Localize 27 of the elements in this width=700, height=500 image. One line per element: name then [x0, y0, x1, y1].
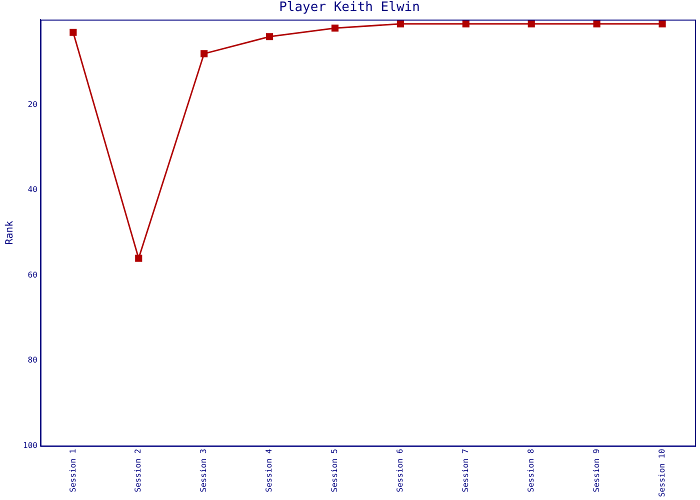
- x-tick-label: Session 1: [68, 448, 78, 492]
- y-tick-label: 80: [28, 356, 38, 365]
- point: [658, 20, 666, 28]
- x-tick-label: Session 5: [330, 448, 340, 492]
- point: [528, 20, 535, 28]
- point: [331, 24, 339, 32]
- chart-title: Player Keith Elwin: [279, 0, 420, 16]
- x-tick-label: Session 3: [199, 448, 208, 492]
- point: [396, 20, 404, 28]
- point: [593, 20, 600, 28]
- y-tick-label: 100: [22, 440, 38, 450]
- y-tick-label: 60: [28, 270, 38, 280]
- x-tick-label: Session 8: [526, 448, 536, 492]
- point: [462, 20, 470, 28]
- x-tick-label: Session 10: [657, 448, 666, 498]
- x-tick-label: Session 2: [134, 448, 143, 492]
- y-axis-title: Rank: [4, 220, 16, 245]
- point: [70, 28, 77, 36]
- point: [266, 33, 274, 40]
- x-tick-label: Session 4: [264, 448, 274, 492]
- x-tick-label: Session 9: [592, 448, 601, 492]
- point: [135, 254, 142, 262]
- y-tick-label: 20: [28, 100, 38, 109]
- point: [200, 50, 208, 58]
- x-tick-label: Session 6: [396, 448, 405, 492]
- y-tick-label: 40: [28, 185, 38, 194]
- x-tick-label: Session 7: [460, 448, 470, 492]
